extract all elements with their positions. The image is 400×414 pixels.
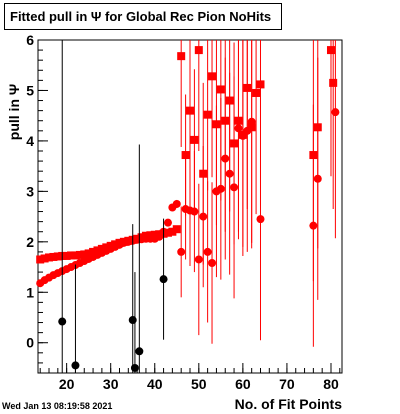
x-axis-label: No. of Fit Points (234, 396, 342, 412)
data-point-circle (243, 126, 252, 135)
data-point-circle (177, 247, 186, 256)
data-point-circle (163, 218, 172, 227)
data-point-circle (71, 361, 80, 370)
data-point-circle (199, 212, 208, 221)
x-tick-label: 30 (103, 376, 119, 392)
data-point-circle (309, 221, 318, 230)
data-point-square (329, 78, 338, 87)
x-tick-label: 70 (279, 376, 295, 392)
data-point-circle (221, 154, 230, 163)
data-point-square (45, 253, 54, 262)
data-point-square (89, 247, 98, 256)
x-tick-label: 60 (235, 376, 251, 392)
y-tick-label: 4 (26, 133, 34, 149)
data-point-circle (159, 275, 168, 284)
y-tick-label: 5 (26, 82, 34, 98)
x-tick-label: 40 (147, 376, 163, 392)
data-point-square (62, 251, 71, 260)
data-point-square (163, 228, 172, 237)
data-point-circle (58, 317, 67, 326)
data-point-square (80, 250, 89, 259)
data-point-square (40, 254, 49, 263)
data-point-square (181, 151, 190, 160)
data-point-square (67, 251, 76, 260)
data-point-square (71, 251, 80, 260)
data-point-circle (216, 184, 225, 193)
data-point-square (36, 255, 45, 264)
timestamp: Wed Jan 13 08:19:58 2021 (2, 401, 113, 411)
y-axis: 0 1 2 3 4 5 6 (26, 32, 48, 374)
data-point-circle (225, 169, 234, 178)
data-point-square (177, 52, 186, 61)
data-point-circle (172, 199, 181, 208)
data-point-square (168, 227, 177, 236)
series-2 (58, 40, 168, 373)
data-point-circle (247, 117, 256, 126)
y-tick-label: 1 (26, 284, 34, 300)
data-point-square (216, 85, 225, 94)
data-point-square (49, 252, 58, 261)
x-tick-label: 20 (59, 376, 75, 392)
y-tick-label: 0 (26, 335, 34, 351)
x-tick-label: 50 (191, 376, 207, 392)
data-point-circle (203, 247, 212, 256)
data-point-circle (208, 259, 217, 268)
data-point-square (84, 249, 93, 258)
data-point-square (150, 230, 159, 239)
data-point-square (172, 225, 181, 234)
data-point-square (93, 246, 102, 255)
data-point-square (97, 244, 106, 253)
data-point-circle (190, 207, 199, 216)
data-point-square (208, 72, 217, 81)
data-point-square (186, 106, 194, 115)
y-tick-label: 3 (26, 183, 34, 199)
data-point-circle (313, 174, 322, 183)
y-axis-label: pull in Ψ (6, 83, 22, 141)
data-point-square (75, 250, 84, 259)
x-tick-label: 80 (323, 376, 339, 392)
series-0 (36, 40, 338, 282)
data-point-square (194, 46, 203, 55)
data-point-square (252, 88, 261, 97)
data-point-circle (230, 183, 239, 192)
series-1 (36, 40, 340, 347)
data-point-square (256, 80, 265, 89)
y-tick-label: 2 (26, 234, 34, 250)
data-point-circle (130, 363, 139, 372)
data-point-circle (234, 124, 243, 133)
y-tick-label: 6 (26, 32, 34, 48)
x-axis: 20 30 40 50 60 70 80 (39, 363, 341, 392)
data-point-circle (194, 255, 203, 264)
data-point-circle (256, 215, 265, 224)
data-point-circle (128, 316, 137, 325)
y-axis-label-box: pull in Ψ (3, 72, 25, 152)
data-points (36, 40, 340, 373)
data-point-circle (331, 108, 340, 117)
data-point-circle (135, 347, 144, 356)
chart-title: Fitted pull in Ψ for Global Rec Pion NoH… (4, 3, 282, 30)
data-point-square (203, 110, 212, 119)
data-point-square (53, 252, 62, 261)
data-point-square (326, 46, 335, 55)
data-point-square (190, 135, 199, 144)
